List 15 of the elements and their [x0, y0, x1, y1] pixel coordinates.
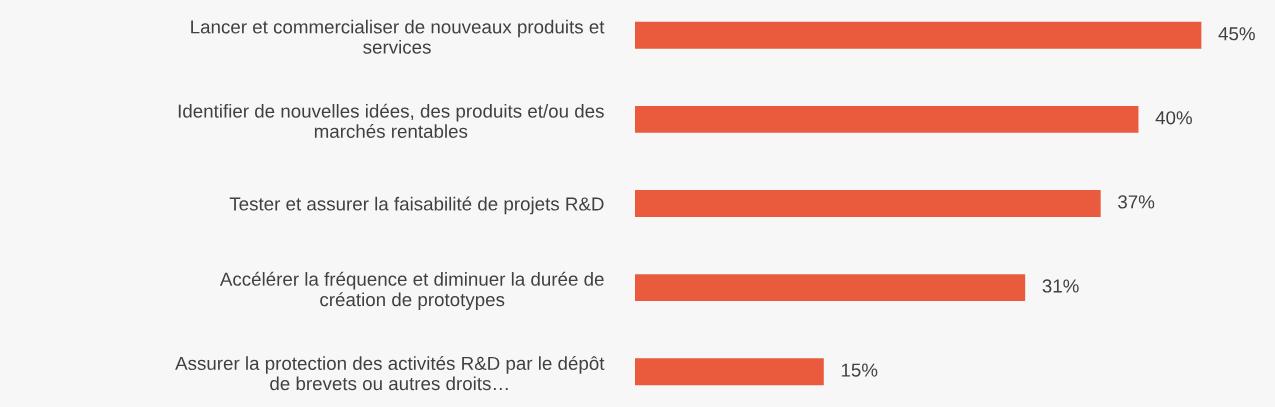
bar [635, 21, 1202, 49]
y-tick-label: Identifier de nouvelles idées, des produits et/ou des marchés rentables [178, 103, 604, 138]
data-label: 31% [1042, 279, 1079, 293]
bar [635, 190, 1101, 217]
bar [635, 105, 1139, 133]
bar [635, 274, 1026, 302]
data-label: 15% [841, 363, 878, 377]
data-label: 40% [1155, 111, 1192, 125]
y-tick-label: Tester et assurer la faisabilité de projets R&D [229, 196, 604, 215]
data-label: 37% [1118, 195, 1155, 209]
bar [635, 358, 824, 386]
y-tick-label: Lancer et commercialiser de nouveaux produits et services [191, 19, 605, 54]
data-label: 45% [1218, 27, 1255, 41]
y-tick-label: Assurer la protection des activités R&D par le dépôt de brevets ou autres droits… [175, 356, 605, 391]
y-tick-label: Accélérer la fréquence et diminuer la durée de création de prototypes [219, 271, 604, 310]
